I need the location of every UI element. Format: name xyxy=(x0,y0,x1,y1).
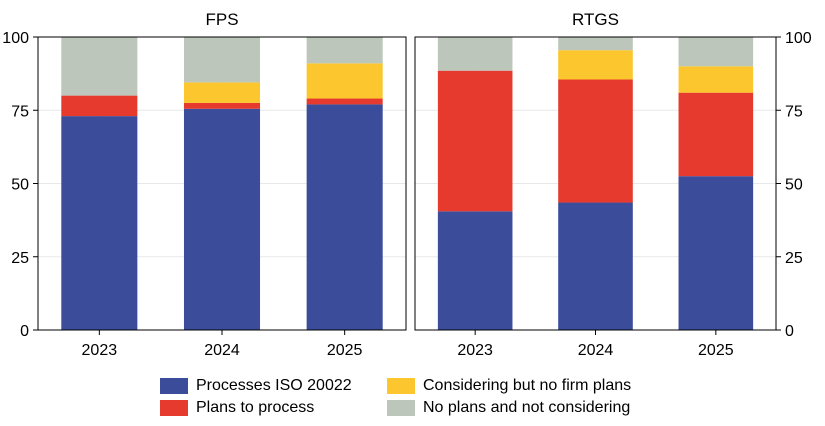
bar-rtgs-2025-plans-to-process xyxy=(678,92,754,177)
bar-fps-2023-plans-to-process xyxy=(61,95,138,117)
x-tick-label-rtgs-2024: 2024 xyxy=(578,342,614,359)
legend-item-no-plans: No plans and not considering xyxy=(387,398,630,418)
legend-label-no-plans: No plans and not considering xyxy=(423,399,631,416)
legend-swatch-considering xyxy=(387,378,415,394)
x-tick-label-rtgs-2023: 2023 xyxy=(457,342,493,359)
bar-rtgs-2024-plans-to-process xyxy=(558,79,633,203)
legend-label-considering: Considering but no firm plans xyxy=(423,377,632,394)
bar-fps-2023-processes-iso-20022 xyxy=(61,116,138,330)
bar-fps-2025-processes-iso-20022 xyxy=(306,104,383,330)
bar-rtgs-2024-considering-but-no-firm-plans xyxy=(558,50,633,80)
x-tick-label-fps-2024: 2024 xyxy=(204,342,240,359)
y-tick-label-fps-50: 50 xyxy=(11,177,29,194)
legend-swatch-no-plans xyxy=(387,400,415,416)
bar-rtgs-2023-no-plans-and-not-considering xyxy=(437,37,513,71)
bar-fps-2024-plans-to-process xyxy=(183,102,261,109)
y-tick-label-rtgs-50: 50 xyxy=(785,177,803,194)
legend-item-plans: Plans to process xyxy=(160,398,314,418)
bar-rtgs-2025-considering-but-no-firm-plans xyxy=(678,66,754,93)
bar-rtgs-2025-no-plans-and-not-considering xyxy=(678,37,754,67)
bar-fps-2024-no-plans-and-not-considering xyxy=(183,37,261,83)
y-tick-label-fps-0: 0 xyxy=(20,323,29,340)
x-tick-label-fps-2023: 2023 xyxy=(82,342,118,359)
y-tick-label-rtgs-75: 75 xyxy=(785,103,803,120)
panel-title-rtgs: RTGS xyxy=(572,10,619,29)
legend-item-considering: Considering but no firm plans xyxy=(387,376,631,396)
bar-fps-2025-considering-but-no-firm-plans xyxy=(306,63,383,99)
y-tick-label-rtgs-25: 25 xyxy=(785,250,803,267)
legend-item-processes: Processes ISO 20022 xyxy=(160,376,352,396)
bar-fps-2023-no-plans-and-not-considering xyxy=(61,37,138,96)
x-tick-label-rtgs-2025: 2025 xyxy=(698,342,734,359)
bar-fps-2024-processes-iso-20022 xyxy=(183,108,261,330)
legend-label-processes: Processes ISO 20022 xyxy=(196,377,352,394)
panel-title-fps: FPS xyxy=(205,10,238,29)
bar-fps-2025-no-plans-and-not-considering xyxy=(306,37,383,64)
bar-rtgs-2023-plans-to-process xyxy=(437,70,513,212)
legend-label-plans: Plans to process xyxy=(196,399,315,416)
bar-rtgs-2024-no-plans-and-not-considering xyxy=(558,37,633,51)
bar-fps-2025-plans-to-process xyxy=(306,98,383,105)
legend-swatch-processes xyxy=(160,378,188,394)
y-tick-label-rtgs-0: 0 xyxy=(785,323,794,340)
x-tick-label-fps-2025: 2025 xyxy=(327,342,363,359)
bar-rtgs-2025-processes-iso-20022 xyxy=(678,176,754,330)
y-tick-label-fps-25: 25 xyxy=(11,250,29,267)
bar-fps-2024-considering-but-no-firm-plans xyxy=(183,82,261,103)
y-tick-label-rtgs-100: 100 xyxy=(785,30,812,47)
y-tick-label-fps-100: 100 xyxy=(2,30,29,47)
bar-rtgs-2024-processes-iso-20022 xyxy=(558,202,633,330)
bar-rtgs-2023-processes-iso-20022 xyxy=(437,211,513,330)
legend-swatch-plans xyxy=(160,400,188,416)
y-tick-label-fps-75: 75 xyxy=(11,103,29,120)
